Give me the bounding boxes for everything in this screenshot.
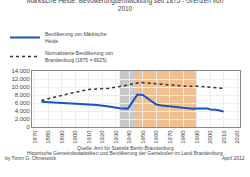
svg-text:Historische Gemeindestatistike: Historische Gemeindestatistiken und Bevö…	[27, 150, 223, 156]
svg-text:1960: 1960	[153, 130, 159, 144]
svg-text:April 2012: April 2012	[222, 155, 245, 161]
svg-text:Märkische Heide: Bevölkerungse: Märkische Heide: Bevölkerungsentwicklung…	[27, 0, 224, 12]
svg-text:1910: 1910	[86, 130, 92, 144]
svg-text:1870: 1870	[32, 130, 38, 144]
svg-text:1880: 1880	[45, 130, 51, 144]
svg-text:Bevölkerung von MärkischeHeide: Bevölkerung von MärkischeHeide	[45, 31, 107, 44]
svg-text:4.000: 4.000	[15, 108, 31, 114]
svg-text:1920: 1920	[99, 130, 105, 144]
svg-text:2020: 2020	[234, 130, 240, 144]
svg-text:by Timm G. Ohnesorck: by Timm G. Ohnesorck	[5, 155, 57, 161]
svg-text:1940: 1940	[126, 130, 132, 144]
svg-text:1890: 1890	[59, 130, 65, 144]
svg-text:0: 0	[26, 124, 30, 130]
svg-text:6.000: 6.000	[15, 100, 31, 106]
svg-text:1970: 1970	[167, 130, 173, 144]
svg-text:14.000: 14.000	[11, 68, 30, 74]
svg-text:12.000: 12.000	[11, 76, 30, 82]
svg-text:10.000: 10.000	[11, 84, 30, 90]
svg-text:1990: 1990	[194, 130, 200, 144]
svg-text:Normalisierte Bevölkerung vonB: Normalisierte Bevölkerung vonBrandenburg…	[45, 50, 113, 63]
svg-text:8.000: 8.000	[15, 92, 31, 98]
svg-text:2010: 2010	[221, 130, 227, 144]
svg-text:2000: 2000	[207, 130, 213, 144]
svg-text:1930: 1930	[113, 130, 119, 144]
svg-text:1980: 1980	[180, 130, 186, 144]
svg-text:1950: 1950	[140, 130, 146, 144]
svg-text:1900: 1900	[72, 130, 78, 144]
svg-text:2.000: 2.000	[15, 116, 31, 122]
svg-text:Quelle: Amt für Statistik Berl: Quelle: Amt für Statistik Berlin-Branden…	[77, 145, 174, 151]
